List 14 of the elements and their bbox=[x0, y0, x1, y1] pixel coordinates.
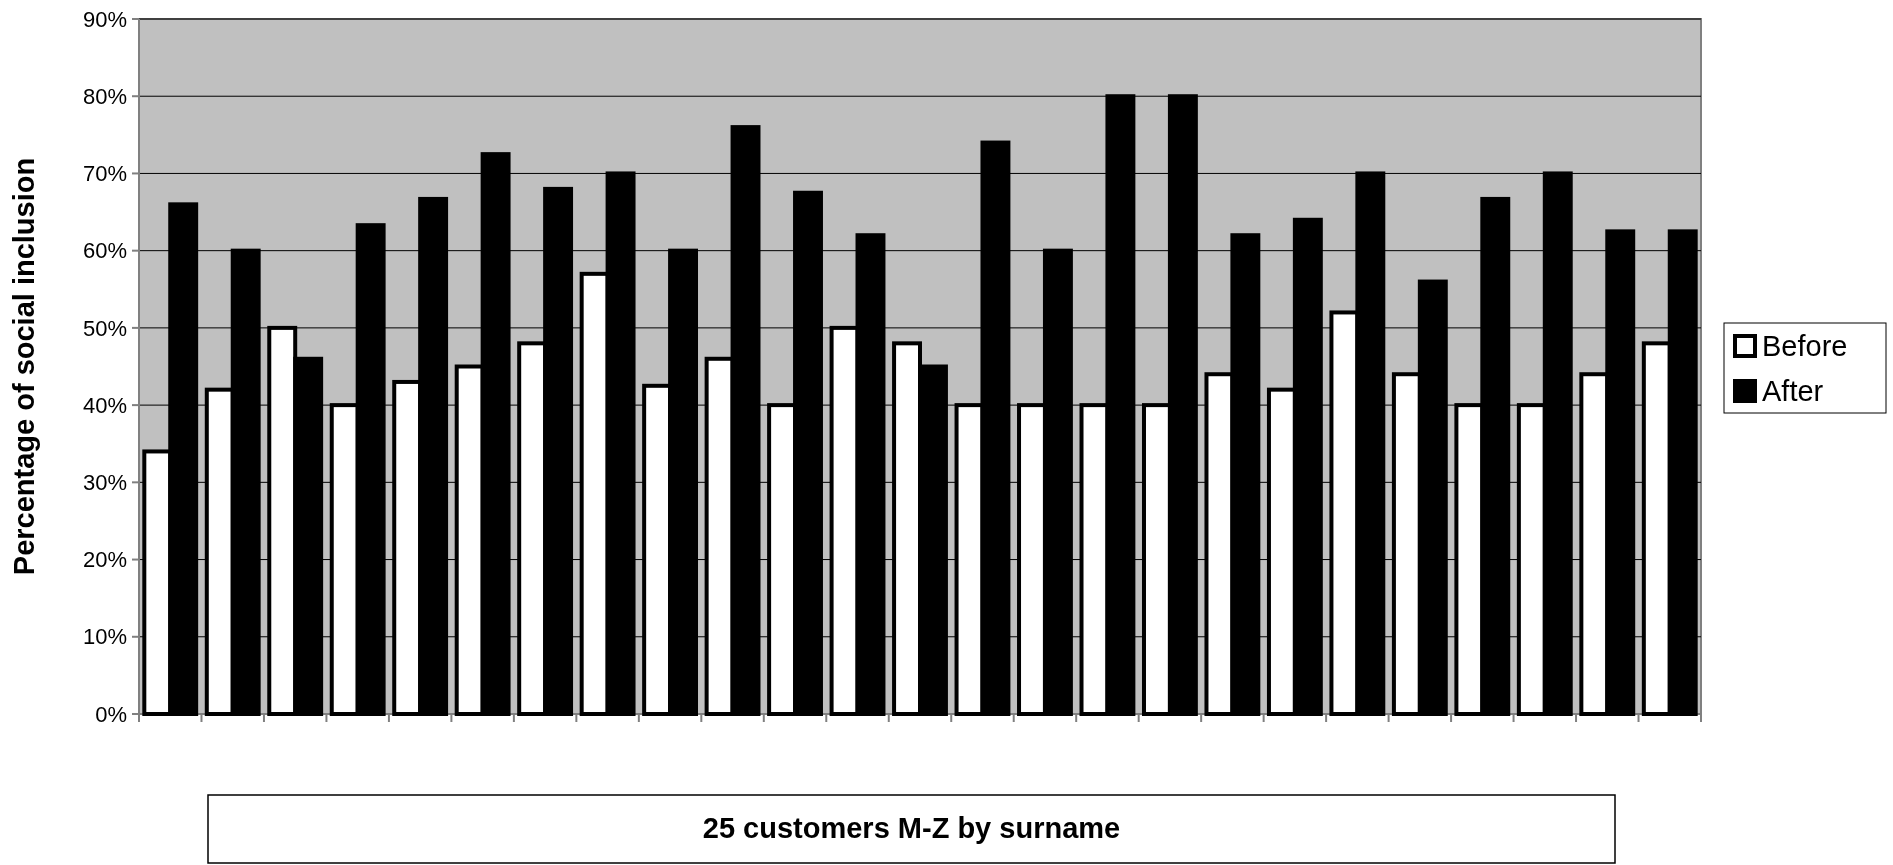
legend-label: Before bbox=[1762, 330, 1848, 363]
y-tick-label: 70% bbox=[82, 161, 127, 187]
y-tick-label: 0% bbox=[95, 701, 127, 727]
x-axis-title: 25 customers M-Z by surname bbox=[702, 812, 1121, 844]
y-axis-title: Percentage of social inclusion bbox=[8, 157, 40, 576]
y-tick-label: 40% bbox=[82, 392, 127, 418]
y-tick-label: 20% bbox=[82, 547, 127, 573]
legend-label: After bbox=[1762, 375, 1824, 408]
y-tick-label: 50% bbox=[82, 315, 127, 341]
y-tick-label: 90% bbox=[82, 6, 127, 32]
y-tick-label: 10% bbox=[82, 624, 127, 650]
y-tick-label: 30% bbox=[82, 470, 127, 496]
y-tick-label: 80% bbox=[82, 83, 127, 109]
y-tick-label: 60% bbox=[82, 238, 127, 264]
